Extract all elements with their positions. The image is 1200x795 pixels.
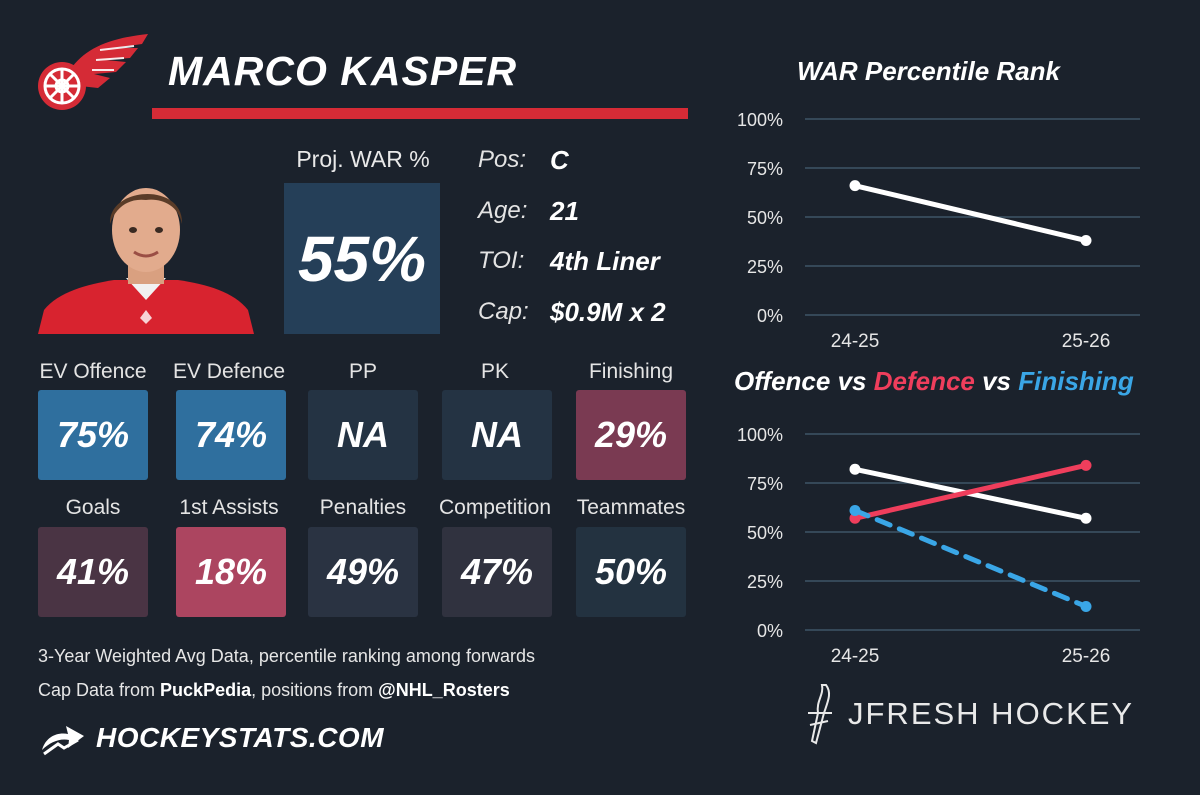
player-name: MARCO KASPER	[168, 48, 518, 94]
finishing-point	[1080, 600, 1092, 612]
red-wings-wheel-logo	[38, 34, 148, 110]
info-value-position: C	[550, 145, 569, 175]
chart2-title-defence: Defence	[873, 366, 975, 396]
tile-label-pk: PK	[480, 360, 509, 383]
y-tick-label: 75%	[747, 474, 783, 494]
tile-label-competition: Competition	[438, 496, 552, 519]
y-tick-label: 100%	[737, 425, 783, 445]
tile-label-teammates: Teammates	[576, 496, 686, 519]
tile-label-1st-assists: 1st Assists	[179, 496, 279, 519]
tile-teammates: 50%	[576, 527, 686, 617]
tile-pp: NA	[308, 390, 418, 480]
y-tick-label: 75%	[747, 159, 783, 179]
tile-ev-offence: 75%	[38, 390, 148, 480]
tile-label-ev-defence: EV Defence	[172, 360, 286, 383]
footnote-sources: Cap Data from PuckPedia, positions from …	[38, 680, 510, 701]
chart2-title-finishing: Finishing	[1018, 366, 1134, 396]
defence-point	[1080, 459, 1092, 471]
defence-line	[852, 462, 1089, 521]
tile-penalties: 49%	[308, 527, 418, 617]
tile-pk: NA	[442, 390, 552, 480]
info-label-cap: Cap:	[478, 298, 529, 325]
offence-point	[1080, 512, 1092, 524]
x-tick-label: 25-26	[1062, 331, 1111, 352]
finishing-point	[849, 504, 861, 516]
info-label-toi: TOI:	[478, 247, 525, 274]
tile-ev-defence: 74%	[176, 390, 286, 480]
war-point	[1080, 235, 1092, 247]
info-label-age: Age:	[478, 197, 528, 224]
tile-label-pp: PP	[348, 360, 377, 383]
war-line	[852, 183, 1089, 244]
chart2-title: Offence vs Defence vs Finishing	[734, 366, 1134, 397]
tile-goals: 41%	[38, 527, 148, 617]
y-tick-label: 25%	[747, 257, 783, 277]
y-tick-label: 0%	[757, 621, 783, 641]
tile-label-finishing: Finishing	[588, 360, 674, 383]
chart2-title-offence: Offence	[734, 366, 831, 396]
footnote-data-method: 3-Year Weighted Avg Data, percentile ran…	[38, 646, 535, 666]
tile-label-ev-offence: EV Offence	[39, 360, 147, 383]
footnote-positions-prefix: , positions from	[251, 680, 379, 700]
y-tick-label: 100%	[737, 110, 783, 130]
tile-label-penalties: Penalties	[319, 496, 407, 519]
info-value-age: 21	[550, 196, 579, 226]
hockeystats-arrow-icon	[42, 726, 84, 756]
tile-value-pp: NA	[337, 414, 389, 455]
name-underline	[152, 108, 688, 119]
x-tick-label: 24-25	[831, 646, 880, 667]
player-headshot	[38, 188, 254, 334]
puckpedia-link[interactable]: PuckPedia	[160, 680, 252, 700]
info-label-position: Pos:	[478, 146, 527, 173]
hockeystats-brand[interactable]: HOCKEYSTATS.COM	[96, 722, 385, 753]
x-tick-label: 24-25	[831, 331, 880, 352]
tile-value-competition: 47%	[460, 551, 534, 592]
offence-defence-finishing-chart: 0% 25% 50% 75% 100% 24-25 25-26	[737, 425, 1140, 667]
jfresh-stick-icon	[808, 684, 832, 745]
proj-war-value: 55%	[297, 222, 427, 295]
defence-point	[849, 512, 861, 524]
chart1-title: WAR Percentile Rank	[797, 56, 1060, 86]
tile-value-ev-defence: 74%	[194, 414, 268, 455]
y-tick-label: 50%	[747, 208, 783, 228]
tile-1st-assists: 18%	[176, 527, 286, 617]
finishing-line	[852, 507, 1089, 609]
tile-value-finishing: 29%	[594, 414, 668, 455]
tile-value-teammates: 50%	[594, 551, 668, 592]
jfresh-hockey-watermark: JFRESH HOCKEY	[848, 696, 1135, 731]
tile-finishing: 29%	[576, 390, 686, 480]
chart2-title-vs-2: vs	[974, 366, 1019, 396]
nhl-rosters-link[interactable]: @NHL_Rosters	[378, 680, 510, 700]
y-tick-label: 25%	[747, 572, 783, 592]
tile-value-pk: NA	[471, 414, 523, 455]
x-tick-label: 25-26	[1062, 646, 1111, 667]
proj-war-label: Proj. WAR %	[296, 146, 430, 172]
tile-label-goals: Goals	[65, 496, 121, 519]
footnote-cap-prefix: Cap Data from	[38, 680, 161, 700]
war-percentile-chart: 0% 25% 50% 75% 100% 24-25 25-26	[737, 110, 1140, 352]
tile-value-ev-offence: 75%	[56, 414, 130, 455]
proj-war-box: 55%	[284, 183, 440, 334]
chart2-title-vs-1: vs	[830, 366, 874, 396]
info-value-toi: 4th Liner	[550, 246, 660, 276]
tile-competition: 47%	[442, 527, 552, 617]
info-value-cap: $0.9M x 2	[550, 297, 666, 327]
war-point	[849, 180, 861, 192]
tile-value-1st-assists: 18%	[194, 551, 268, 592]
offence-point	[849, 463, 861, 475]
y-tick-label: 50%	[747, 523, 783, 543]
y-tick-label: 0%	[757, 306, 783, 326]
tile-value-goals: 41%	[56, 551, 130, 592]
tile-value-penalties: 49%	[326, 551, 400, 592]
